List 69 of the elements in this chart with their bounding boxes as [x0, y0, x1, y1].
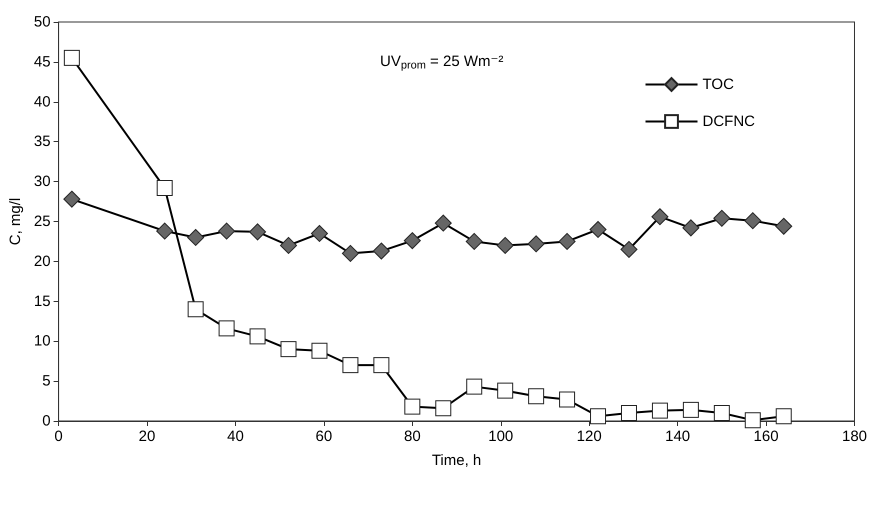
y-tick-label: 10: [34, 332, 51, 350]
point: [434, 214, 452, 232]
legend-label: TOC: [702, 76, 734, 93]
x-tick-label: 100: [488, 428, 514, 445]
point: [249, 223, 266, 240]
point: [620, 240, 638, 258]
point: [682, 402, 699, 418]
x-axis-title: Time, h: [432, 452, 482, 469]
x-tick-label: 0: [54, 428, 63, 445]
x-tick-label: 60: [316, 428, 332, 445]
point: [342, 357, 358, 374]
point: [64, 50, 80, 66]
point: [187, 228, 204, 246]
point: [528, 388, 544, 404]
point: [776, 408, 792, 424]
point: [342, 244, 359, 262]
y-tick-label: 30: [34, 173, 51, 190]
y-tick-label: 50: [34, 14, 51, 30]
y-tick-label: 45: [34, 53, 51, 70]
x-tick-label: 20: [138, 428, 156, 445]
point: [435, 400, 452, 416]
y-tick-label: 20: [34, 252, 51, 270]
point: [156, 180, 173, 196]
legend-label: DCFNC: [702, 113, 756, 130]
point: [280, 236, 298, 254]
point: [188, 301, 204, 318]
x-tick-label: 40: [227, 428, 244, 445]
y-axis-title: C, mg/l: [7, 198, 24, 246]
x-tick-label: 120: [576, 428, 602, 445]
point: [559, 391, 576, 408]
point: [558, 232, 576, 250]
point: [250, 328, 266, 344]
y-tick-label: 40: [34, 93, 51, 110]
x-tick-label: 160: [754, 428, 779, 445]
point: [682, 219, 700, 236]
point: [404, 232, 421, 250]
y-tick-label: 5: [42, 372, 51, 390]
point: [373, 357, 390, 374]
y-tick-label: 0: [42, 412, 51, 430]
point: [218, 222, 236, 240]
y-tick-label: 15: [34, 292, 51, 310]
point: [496, 236, 514, 254]
point: [63, 190, 80, 208]
y-tick-label: 25: [34, 213, 51, 230]
point: [466, 378, 482, 395]
point: [372, 242, 390, 260]
point: [775, 218, 792, 235]
point: [310, 224, 328, 242]
point: [497, 382, 514, 399]
point: [218, 320, 235, 336]
point: [528, 235, 545, 252]
point: [620, 405, 637, 422]
point: [156, 222, 174, 240]
point: [744, 212, 762, 230]
point: [280, 341, 297, 358]
point: [590, 408, 606, 424]
y-tick-label: 35: [34, 133, 51, 150]
point: [652, 402, 668, 419]
x-tick-label: 140: [665, 428, 690, 445]
x-tick-label: 180: [842, 428, 867, 445]
x-tick-label: 80: [404, 428, 421, 445]
point: [714, 405, 730, 422]
point: [404, 398, 420, 415]
point: [466, 232, 483, 250]
point: [651, 208, 668, 226]
point: [311, 342, 328, 359]
point: [744, 412, 761, 428]
point: [713, 210, 730, 227]
point: [590, 220, 607, 238]
